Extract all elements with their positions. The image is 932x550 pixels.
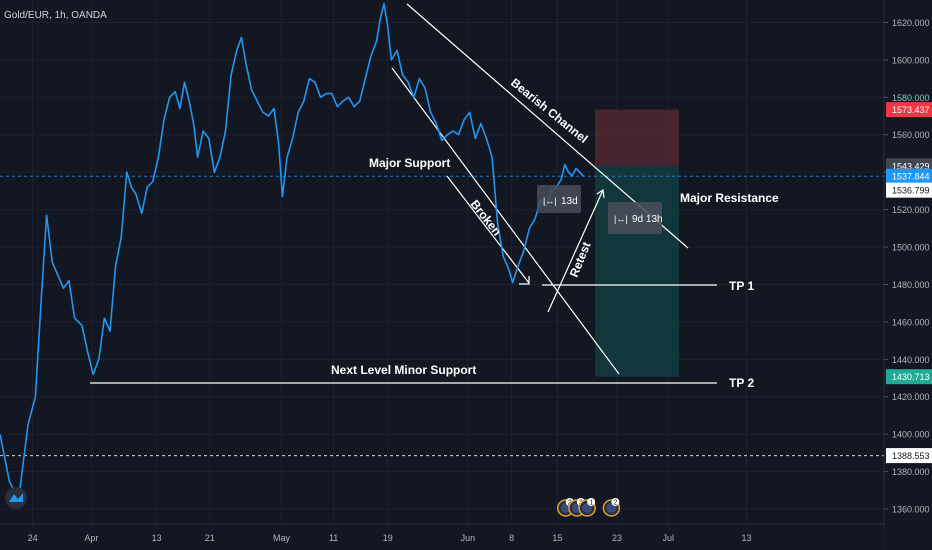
range-box-13d[interactable] <box>537 185 581 213</box>
price-badge-label: 1573.437 <box>892 105 930 115</box>
y-tick-label: 1520.000 <box>892 205 930 215</box>
x-tick-label: 13 <box>152 533 162 543</box>
range-label-13d: 13d <box>561 196 578 207</box>
x-tick-label: 8 <box>509 533 514 543</box>
price-badge-label: 1430.713 <box>892 372 930 382</box>
x-tick-label: Jun <box>461 533 476 543</box>
x-tick-label: 11 <box>329 533 338 543</box>
grid-layer <box>0 0 884 524</box>
price-badge-label: 1543.429 <box>892 161 930 171</box>
bearish-channel-label[interactable]: Bearish Channel <box>508 75 590 145</box>
price-series <box>0 2 584 501</box>
bearish-channel-lower-line[interactable] <box>391 67 620 375</box>
price-badge-label: 1537.844 <box>892 172 930 182</box>
major-support-arrow[interactable] <box>446 175 530 284</box>
price-line[interactable] <box>0 2 584 501</box>
retest-arrow[interactable] <box>547 189 604 313</box>
y-tick-label: 1440.000 <box>892 355 930 365</box>
range-icon: |↔| <box>614 214 628 224</box>
x-tick-label: 24 <box>28 533 38 543</box>
y-tick-label: 1460.000 <box>892 317 930 327</box>
event-badge-count-bg <box>611 498 620 506</box>
position-zones <box>595 109 679 377</box>
price-axis[interactable]: 1360.000 1380.000 1400.000 1420.000 1440.000… <box>883 0 932 550</box>
y-tick-label: 1560.000 <box>892 130 930 140</box>
price-badge <box>886 182 932 198</box>
tp1-label[interactable]: TP 1 <box>729 279 754 293</box>
x-tick-label: 19 <box>383 533 393 543</box>
y-tick-label: 1360.000 <box>892 505 930 515</box>
retest-label[interactable]: Retest <box>567 240 594 279</box>
x-tick-label: May <box>273 533 291 543</box>
time-axis-bg <box>0 524 884 550</box>
take-profit-zone[interactable] <box>595 165 679 377</box>
x-tick-label: 23 <box>612 533 622 543</box>
stop-loss-zone[interactable] <box>595 109 679 166</box>
y-tick-label: 1380.000 <box>892 467 930 477</box>
event-badges: 2312 <box>556 498 621 517</box>
y-tick-label: 1500.000 <box>892 243 930 253</box>
x-tick-label: 21 <box>205 533 215 543</box>
next-level-minor-support-label[interactable]: Next Level Minor Support <box>331 363 476 377</box>
x-tick-label: 13 <box>742 533 752 543</box>
price-badge <box>886 102 932 118</box>
y-tick-label: 1400.000 <box>892 430 930 440</box>
range-box-9d13h[interactable] <box>608 202 662 234</box>
broken-label[interactable]: Broken <box>468 197 504 238</box>
range-icon: |↔| <box>543 196 557 206</box>
x-tick-label: 15 <box>552 533 562 543</box>
drawing-tools <box>90 3 717 384</box>
x-tick-label: Jul <box>662 533 674 543</box>
y-tick-label: 1420.000 <box>892 392 930 402</box>
y-tick-label: 1600.000 <box>892 55 930 65</box>
symbol-label: Gold/EUR, 1h, OANDA <box>4 10 107 21</box>
y-tick-label: 1580.000 <box>892 93 930 103</box>
major-support-label[interactable]: Major Support <box>369 156 450 170</box>
event-badge-count: 2 <box>613 500 617 507</box>
level-lines <box>0 175 884 457</box>
major-support-arrowhead <box>519 276 530 285</box>
event-badge-count-bg <box>587 498 596 506</box>
price-badge <box>886 168 932 184</box>
price-badge-label: 1388.553 <box>892 451 930 461</box>
tp2-label[interactable]: TP 2 <box>729 376 754 390</box>
range-label-9d13h: 9d 13h <box>632 214 663 225</box>
event-badge-count: 1 <box>589 500 593 507</box>
major-resistance-label[interactable]: Major Resistance <box>680 191 779 205</box>
price-badge <box>886 369 932 385</box>
tradingview-logo[interactable] <box>5 487 27 509</box>
price-badge-label: 1536.799 <box>892 186 930 196</box>
price-badge <box>886 448 932 464</box>
time-axis[interactable]: 24 Apr 13 21 May 11 19 Jun 8 15 23 Jul 13 <box>0 523 884 550</box>
annotations: Bearish Channel Major Support Broken Ret… <box>331 75 779 390</box>
retest-arrowhead <box>596 188 605 199</box>
y-tick-label: 1620.000 <box>892 18 930 28</box>
date-range-measures: |↔| 13d |↔| 9d 13h <box>537 185 663 234</box>
y-tick-label: 1480.000 <box>892 280 930 290</box>
x-tick-label: Apr <box>84 533 98 543</box>
